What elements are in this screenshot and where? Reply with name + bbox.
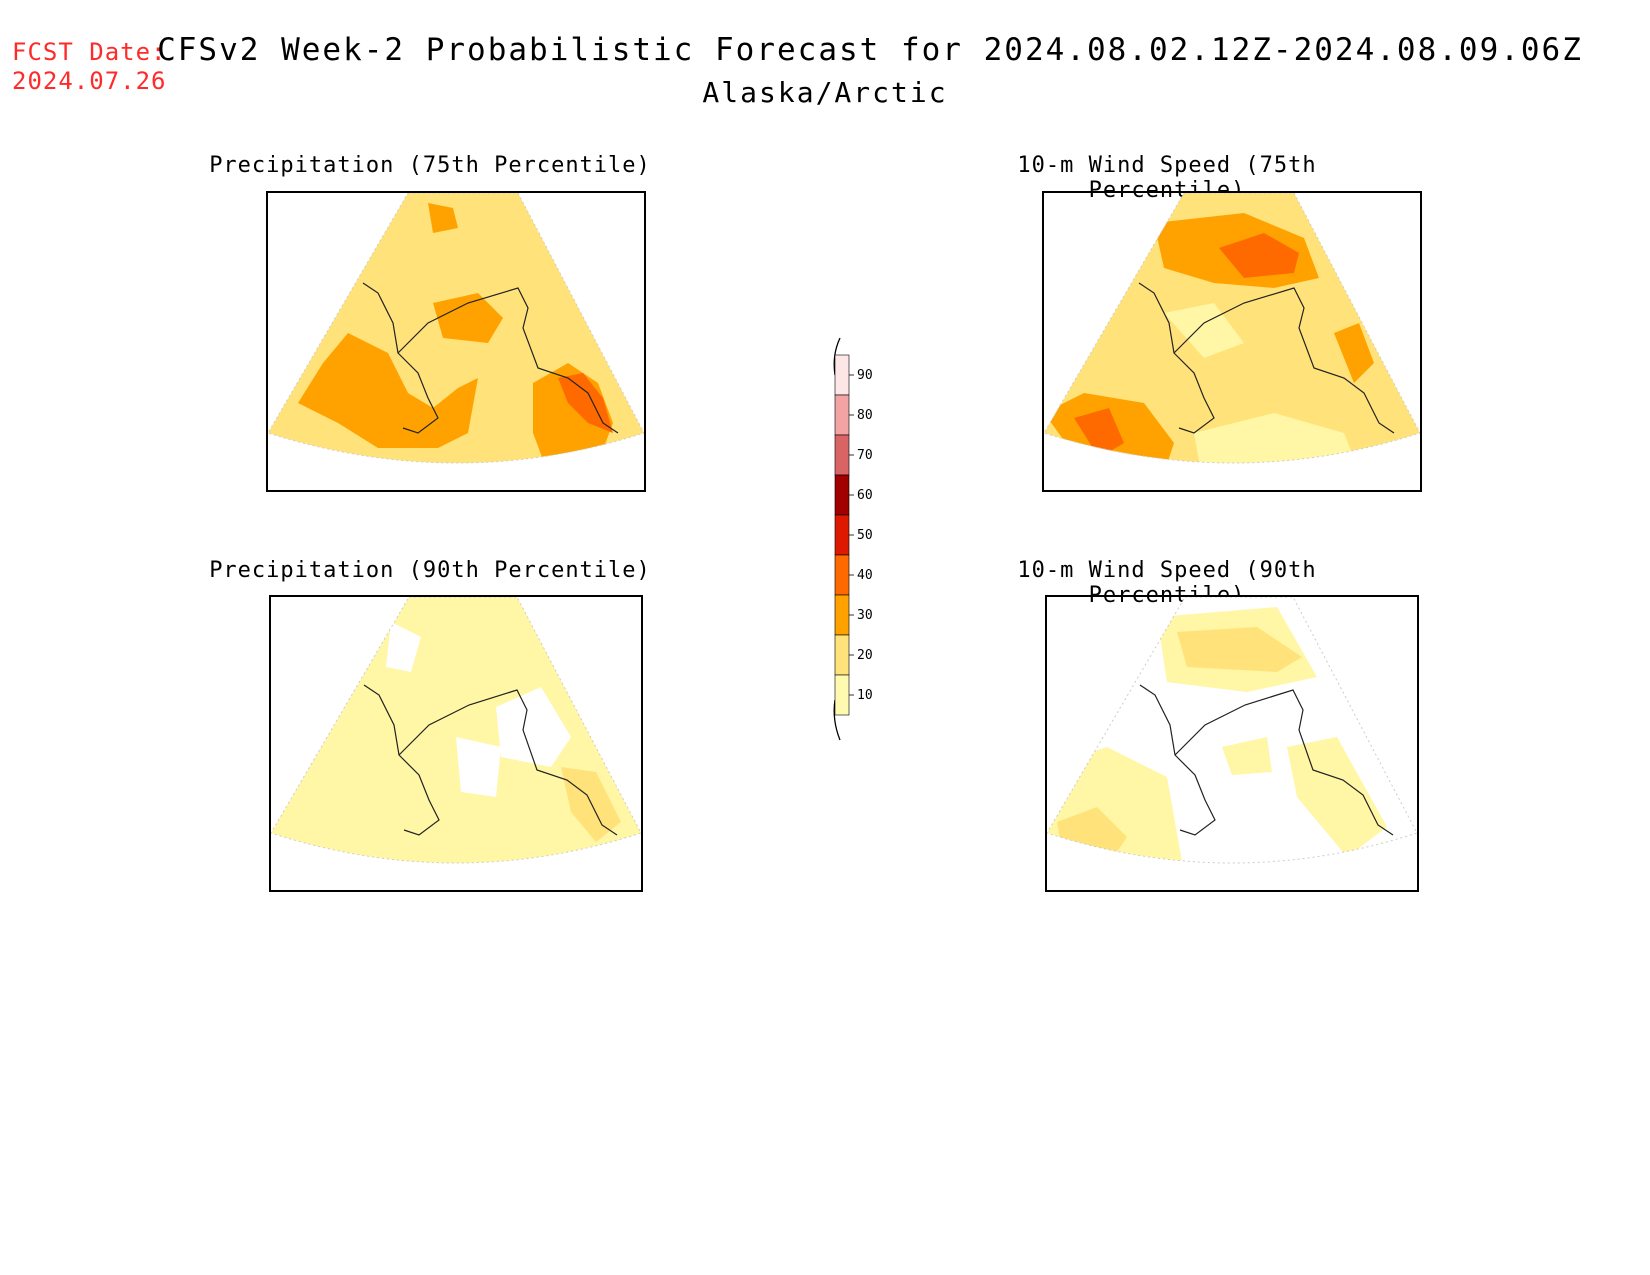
legend-bottom-cap: [833, 699, 841, 741]
legend-swatch: [834, 514, 850, 556]
legend-swatch: [834, 474, 850, 516]
legend-label: 10: [857, 688, 873, 703]
shade-30-40: [298, 333, 478, 448]
legend-swatch: [834, 554, 850, 596]
legend-swatch: [834, 354, 850, 396]
shade-30-40: [1334, 323, 1374, 383]
legend-swatch: [834, 634, 850, 676]
shade-30-40: [433, 293, 503, 343]
map-precip-75: [266, 191, 646, 492]
legend-swatch: [834, 394, 850, 436]
legend-label: 40: [857, 568, 873, 583]
shade-40-50: [558, 373, 613, 433]
shade-40-50: [1074, 408, 1124, 458]
map-wind-90: [1045, 595, 1419, 892]
region-subtitle: Alaska/Arctic: [702, 76, 948, 109]
legend-label: 20: [857, 648, 873, 663]
no-shade: [456, 737, 501, 797]
map-wind-75: [1042, 191, 1422, 492]
page-title: CFSv2 Week-2 Probabilistic Forecast for …: [157, 32, 1583, 68]
shade-30-40: [428, 203, 458, 233]
shade-10-20: [1222, 737, 1272, 775]
panel-title-precip-75: Precipitation (75th Percentile): [209, 153, 651, 178]
coastline: [362, 282, 619, 434]
legend-swatch: [834, 594, 850, 636]
forecast-date-block: FCST Date: 2024.07.26: [12, 38, 167, 96]
legend-label: 70: [857, 448, 873, 463]
map-boundary: [1044, 193, 1420, 464]
shade-10-20: [1164, 303, 1244, 358]
legend-label: 50: [857, 528, 873, 543]
fcst-date-value: 2024.07.26: [12, 67, 167, 95]
coastline: [363, 684, 618, 836]
legend-bar: 90 80 70 60 50 40 30 20 10: [833, 337, 873, 741]
shade-20-30: [1177, 627, 1302, 672]
no-shade: [496, 687, 571, 767]
fcst-date-label: FCST Date:: [12, 38, 167, 66]
legend-swatch: [834, 674, 850, 716]
shade-20-30: [561, 767, 621, 842]
no-shade: [386, 622, 421, 672]
shade-40-50: [1219, 233, 1299, 278]
shade-10-20: [271, 597, 641, 863]
map-boundary: [268, 193, 644, 464]
legend-swatch: [834, 434, 850, 476]
coastline: [1139, 684, 1394, 836]
shade-10-20: [1194, 413, 1364, 463]
color-legend: 90 80 70 60 50 40 30 20 10: [820, 335, 900, 745]
legend-label: 60: [857, 488, 873, 503]
legend-label: 80: [857, 408, 873, 423]
legend-label: 90: [857, 368, 873, 383]
panel-title-precip-90: Precipitation (90th Percentile): [209, 558, 651, 583]
coastline: [1138, 282, 1395, 434]
map-precip-90: [269, 595, 643, 892]
legend-label: 30: [857, 608, 873, 623]
